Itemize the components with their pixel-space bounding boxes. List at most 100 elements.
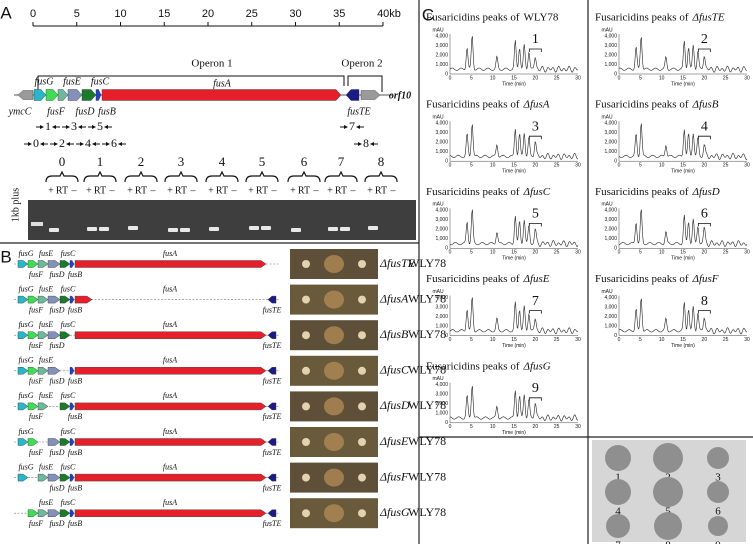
- lane-brace: [205, 170, 239, 183]
- chromatogram-trace: [449, 36, 579, 73]
- x-tick-label: 0: [449, 337, 452, 343]
- lane-sublabel: –: [350, 185, 357, 196]
- gene-label: fusA: [163, 320, 177, 329]
- y-tick-label: 4,000: [435, 295, 448, 301]
- lane-sublabel: RT: [94, 185, 106, 196]
- x-tick-label: 25: [554, 424, 560, 430]
- gene-label: fusA: [163, 284, 177, 293]
- lane-label: 4: [219, 154, 226, 169]
- primer-label: 5: [97, 119, 103, 133]
- gene-arrow: [74, 260, 267, 268]
- x-tick-label: 25: [723, 75, 729, 81]
- y-tick-label: 2,000: [435, 140, 448, 146]
- x-tick-label: 15: [511, 250, 517, 256]
- x-tick-label: 25: [554, 75, 560, 81]
- y-tick-label: 1,000: [435, 323, 448, 329]
- x-tick-label: 20: [702, 75, 708, 81]
- y-tick-label: 3,000: [435, 304, 448, 310]
- scale-tick-label: 30: [289, 8, 301, 20]
- lane-brace: [45, 170, 79, 183]
- lane-brace: [364, 170, 398, 183]
- halo: [324, 361, 344, 380]
- panel-strain: ΔfusA: [522, 99, 549, 111]
- gene-arrow: [27, 402, 39, 411]
- lane-brace: [124, 170, 158, 183]
- halo: [324, 290, 344, 309]
- x-tick-label: 5: [470, 75, 473, 81]
- y-tick-label: 3,000: [435, 392, 448, 398]
- peak-bracket: [697, 223, 711, 227]
- gene-arrow: [37, 331, 49, 339]
- gene-label: fusD: [49, 519, 64, 528]
- x-tick-label: 15: [511, 337, 517, 343]
- gene-label: fusG: [18, 249, 33, 258]
- operon-label: Operon 2: [341, 58, 382, 70]
- gene-label: fusE: [63, 76, 81, 87]
- chromatogram-trace: [449, 124, 579, 161]
- lane-label: 2: [138, 154, 145, 169]
- gene-label: fusB: [68, 305, 82, 314]
- y-tick-label: 2,000: [604, 227, 617, 233]
- gene-label: fusC: [61, 249, 76, 258]
- primer-label: 2: [59, 136, 65, 150]
- scale-tick-label: 0: [30, 8, 36, 20]
- primer-label: 7: [349, 119, 355, 133]
- x-tick-label: 15: [680, 250, 686, 256]
- panel-strain: ΔfusD: [691, 186, 719, 198]
- y-tick-label: 3,000: [435, 217, 448, 223]
- gene-label: fusB: [98, 106, 116, 117]
- panel-letter: B: [0, 247, 11, 266]
- gene-arrow: [69, 295, 75, 304]
- primer-label: 1: [45, 119, 51, 133]
- y-tick-label: 2,000: [604, 52, 617, 58]
- peak-bracket: [528, 397, 542, 401]
- gene-label: fusG: [18, 391, 33, 400]
- gel-band: [87, 227, 97, 231]
- chromatogram-trace: [618, 123, 748, 161]
- gel-marker-label: 1kb plus: [10, 188, 21, 222]
- gene-label: fusB: [68, 448, 82, 457]
- colony: [358, 331, 366, 340]
- gene-label: fusF: [29, 448, 43, 457]
- gene-arrow: [74, 295, 93, 304]
- x-axis-label: Time (min): [671, 256, 695, 262]
- halo: [324, 397, 344, 416]
- x-tick-label: 25: [723, 337, 729, 343]
- x-tick-label: 25: [554, 337, 560, 343]
- x-tick-label: 20: [533, 424, 539, 430]
- gene-label: fusE: [39, 498, 53, 507]
- axis-unit: mAU: [432, 27, 444, 33]
- axis-unit: mAU: [432, 376, 444, 382]
- peak-bracket: [697, 48, 711, 52]
- x-tick-label: 30: [575, 75, 581, 81]
- gene-arrow: [45, 89, 59, 101]
- gene-arrow: [69, 402, 75, 411]
- y-tick-label: 0: [445, 420, 448, 426]
- y-tick-label: 1,000: [435, 411, 448, 417]
- panel-title: Fusaricidins peaks of: [595, 186, 689, 198]
- gene-arrow: [17, 438, 29, 446]
- y-tick-label: 0: [445, 71, 448, 77]
- lane-label: 5: [259, 154, 266, 169]
- lane-sublabel: –: [271, 185, 278, 196]
- gene-arrow: [47, 367, 61, 375]
- y-tick-label: 1,000: [604, 149, 617, 155]
- x-tick-label: 10: [490, 163, 496, 169]
- y-tick-label: 3,000: [604, 43, 617, 49]
- colony: [302, 402, 310, 411]
- x-tick-label: 5: [639, 337, 642, 343]
- gene-label: fusB: [68, 519, 82, 528]
- spot-label: 1: [615, 472, 621, 484]
- lane-sublabel: RT: [256, 185, 268, 196]
- x-tick-label: 15: [511, 163, 517, 169]
- panel-title: Fusaricidins peaks of: [426, 12, 520, 24]
- colony: [302, 331, 310, 340]
- scale-tick-label: 20: [202, 8, 214, 20]
- x-axis-label: Time (min): [502, 81, 526, 87]
- axis-unit: mAU: [432, 202, 444, 208]
- gene-label: fusA: [163, 462, 177, 471]
- lane-sublabel: RT: [335, 185, 347, 196]
- y-tick-label: 2,000: [604, 140, 617, 146]
- colony: [358, 295, 366, 304]
- peak-bracket: [528, 48, 542, 52]
